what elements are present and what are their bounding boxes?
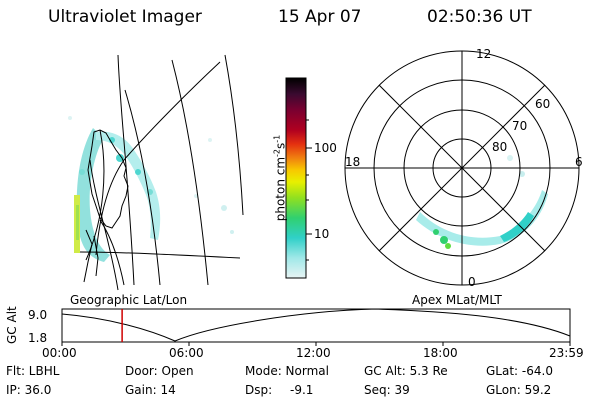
time-label: 02:50:36 UT (427, 7, 532, 27)
geo-grid-lines (79, 54, 244, 291)
dsp-label: Dsp: (245, 383, 273, 397)
glon-info: GLon: 59.2 (486, 383, 552, 397)
x-tick-3: 18:00 (423, 346, 458, 360)
lat-70-label: 70 (512, 119, 528, 133)
glat-info: GLat: -64.0 (486, 364, 553, 378)
polar-panel-label: Apex MLat/MLT (412, 293, 502, 307)
colorbar-tick-10: 10 (314, 227, 330, 241)
altitude-ylabel: GC Alt (5, 306, 19, 344)
colorbar-label-s: s (273, 142, 288, 149)
mlt-12-label: 12 (476, 47, 492, 61)
gc-alt-info: GC Alt: 5.3 Re (364, 364, 448, 378)
geographic-map (68, 54, 244, 291)
lat-80-label: 80 (492, 140, 508, 154)
colorbar-label-exp2: -1 (272, 134, 282, 143)
polar-plot (344, 50, 580, 286)
seq-info: Seq: 39 (364, 383, 410, 397)
mode-info: Mode: Normal (245, 364, 329, 378)
ip-info: IP: 36.0 (6, 383, 52, 397)
filter-info: Flt: LBHL (6, 364, 60, 378)
date-label: 15 Apr 07 (278, 7, 362, 27)
x-tick-2: 12:00 (296, 346, 331, 360)
mlt-6-label: 6 (575, 155, 583, 169)
mlt-0-label: 0 (468, 275, 476, 289)
coastline (83, 129, 129, 283)
mlt-18-label: 18 (345, 155, 361, 169)
colorbar-label-exp1: -2 (272, 148, 282, 157)
altitude-ymin: 1.8 (28, 331, 48, 345)
x-tick-0: 00:00 (42, 346, 77, 360)
altitude-plot (61, 308, 571, 346)
colorbar-label-unit: photon cm (273, 156, 288, 222)
colorbar-label: photon cm-2s-1 (272, 134, 288, 222)
gain-info: Gain: 14 (125, 383, 176, 397)
geo-panel-label: Geographic Lat/Lon (70, 293, 188, 307)
instrument-title: Ultraviolet Imager (48, 7, 202, 27)
door-info: Door: Open (125, 364, 194, 378)
x-tick-1: 06:00 (169, 346, 204, 360)
x-tick-4: 23:59 (549, 346, 584, 360)
colorbar (285, 77, 312, 279)
colorbar-tick-100: 100 (314, 141, 337, 155)
dsp-value: -9.1 (290, 383, 314, 397)
altitude-ymax: 9.0 (28, 308, 48, 322)
lat-60-label: 60 (535, 97, 551, 111)
